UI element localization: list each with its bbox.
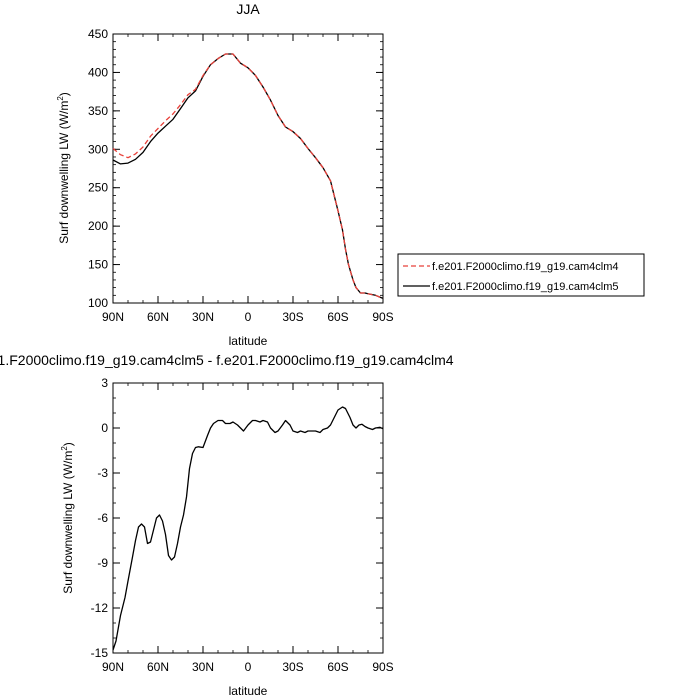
panel-1-frame	[112, 33, 384, 304]
panel-1-series-line-2	[112, 53, 384, 300]
panel-1-y-tick-label: 300	[88, 142, 108, 156]
panel-2-x-tick-label: 0	[245, 660, 252, 674]
panel-1-x-tick-label: 0	[245, 310, 252, 324]
panel-1-ylabel: Surf downwelling LW (W/m2)	[56, 92, 71, 244]
panel-2-x-tick-label: 90N	[102, 660, 124, 674]
panel-1: JJA 90N 60N 30N 0 30S 60S 90S 100 150 200 250 300 35…	[56, 1, 645, 348]
panel-1-ticks: 90N 60N 30N 0 30S 60S 90S 100 150 200 250 300 350 400…	[88, 27, 394, 324]
panel-2-x-tick-label: 60S	[327, 660, 348, 674]
panel-1-x-tick-label: 90N	[102, 310, 124, 324]
panel-1-xlabel: latitude	[229, 334, 268, 348]
panel-1-series	[112, 53, 384, 300]
panel-2-x-tick-label: 90S	[372, 660, 393, 674]
panel-1-y-tick-label: 200	[88, 219, 108, 233]
panel-2-x-tick-label: 30N	[192, 660, 214, 674]
panel-1-x-tick-label: 60S	[327, 310, 348, 324]
panel-1-x-tick-label: 90S	[372, 310, 393, 324]
panel-2-frame	[112, 382, 384, 654]
legend-box	[397, 253, 645, 297]
panel-2-y-tick-label: -15	[91, 646, 109, 660]
panel-2-x-tick-label: 60N	[147, 660, 169, 674]
panel-2-series-line-1	[112, 406, 384, 651]
panel-1-x-tick-label: 60N	[147, 310, 169, 324]
panel-1-y-tick-label: 250	[88, 181, 108, 195]
panel-2-y-tick-label: -12	[91, 601, 109, 615]
panel-1-x-tick-label: 30S	[282, 310, 303, 324]
panel-2-ticks: 90N 60N 30N 0 30S 60S 90S -15 -12 -9 -6 -3 0 3	[91, 376, 394, 674]
panel-1-y-tick-label: 150	[88, 258, 108, 272]
panel-2-y-tick-label: -6	[97, 511, 108, 525]
legend: f.e201.F2000climo.f19_g19.cam4clm4 f.e20…	[397, 253, 645, 297]
panel-2-series	[112, 406, 384, 651]
panel-2-y-tick-label: 0	[101, 421, 108, 435]
panel-2-y-tick-label: -3	[97, 466, 108, 480]
panel-1-series-line-1	[112, 53, 384, 300]
panel-1-title: JJA	[236, 1, 260, 17]
panel-2-ylabel: Surf downwelling LW (W/m2)	[60, 442, 75, 594]
legend-label-cam4clm5: f.e201.F2000climo.f19_g19.cam4clm5	[432, 281, 619, 293]
panel-1-x-tick-label: 30N	[192, 310, 214, 324]
panel-2-title: f.e201.F2000climo.f19_g19.cam4clm5 - f.e…	[0, 352, 454, 368]
panel-2: f.e201.F2000climo.f19_g19.cam4clm5 - f.e…	[0, 352, 454, 698]
panel-2-xlabel: latitude	[229, 684, 268, 698]
panel-2-y-tick-label: -9	[97, 556, 108, 570]
panel-1-y-tick-label: 350	[88, 104, 108, 118]
panel-2-y-tick-label: 3	[101, 376, 108, 390]
panel-1-y-tick-label: 100	[88, 296, 108, 310]
panel-2-x-tick-label: 30S	[282, 660, 303, 674]
legend-label-cam4clm4: f.e201.F2000climo.f19_g19.cam4clm4	[432, 261, 619, 273]
panel-1-y-tick-label: 450	[88, 27, 108, 41]
panel-1-y-tick-label: 400	[88, 65, 108, 79]
